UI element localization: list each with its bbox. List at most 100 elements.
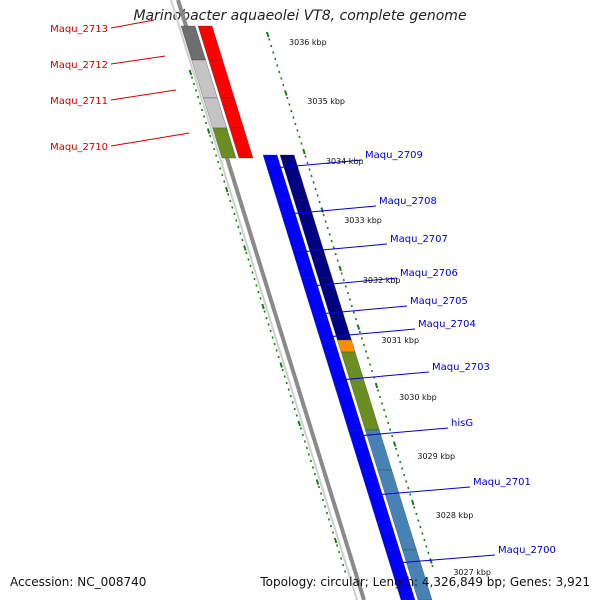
tick-mark bbox=[217, 160, 220, 164]
tick-mark bbox=[303, 440, 306, 443]
kbp-label: 3031 kbp bbox=[381, 336, 419, 345]
tick-mark bbox=[327, 518, 331, 521]
gene-label-reverse: Maqu_2710 bbox=[50, 142, 108, 153]
tick-mark bbox=[194, 89, 198, 92]
gene-features bbox=[180, 25, 433, 600]
tick-mark bbox=[297, 420, 302, 427]
tick-mark bbox=[383, 408, 386, 412]
tick-mark bbox=[405, 480, 408, 483]
gene-forward-inner bbox=[385, 549, 416, 600]
tick-mark bbox=[247, 258, 250, 261]
kbp-label: 3034 kbp bbox=[326, 157, 364, 166]
tick-mark bbox=[276, 64, 279, 67]
tick-mark bbox=[298, 135, 301, 139]
tick-mark bbox=[241, 238, 244, 242]
tick-mark bbox=[381, 402, 384, 405]
tick-mark bbox=[342, 563, 345, 567]
leader-line bbox=[300, 243, 388, 253]
tick-mark bbox=[338, 550, 341, 554]
tick-marks-inner bbox=[188, 69, 347, 573]
tick-mark bbox=[389, 428, 392, 431]
tick-mark bbox=[321, 498, 325, 502]
kbp-label: 3032 kbp bbox=[363, 276, 401, 285]
gene-label-forward: Maqu_2703 bbox=[432, 362, 490, 373]
tick-mark bbox=[255, 284, 258, 287]
tick-mark bbox=[324, 220, 327, 223]
tick-mark bbox=[385, 415, 388, 418]
tick-mark bbox=[399, 460, 402, 464]
leader-line bbox=[274, 159, 363, 169]
tick-mark bbox=[199, 102, 202, 105]
tick-mark bbox=[315, 479, 320, 485]
backbone-shadow bbox=[170, 0, 358, 600]
tick-mark bbox=[287, 388, 290, 391]
tick-mark bbox=[326, 226, 329, 230]
tick-mark bbox=[332, 246, 335, 249]
tick-mark bbox=[350, 304, 353, 308]
tick-mark bbox=[344, 570, 347, 573]
kbp-label: 3035 kbp bbox=[307, 97, 345, 106]
tick-mark bbox=[334, 252, 337, 256]
tick-mark bbox=[409, 493, 412, 496]
tick-mark bbox=[301, 433, 304, 437]
tick-mark bbox=[253, 277, 256, 281]
tick-mark bbox=[356, 324, 361, 330]
tick-mark bbox=[407, 486, 410, 490]
tick-mark bbox=[249, 264, 252, 268]
tick-mark bbox=[411, 499, 415, 506]
tick-mark bbox=[292, 116, 295, 119]
tick-mark bbox=[272, 51, 275, 54]
gene-reverse-outer bbox=[229, 127, 254, 159]
tick-mark bbox=[291, 401, 294, 404]
tick-mark bbox=[296, 129, 299, 132]
tick-mark bbox=[284, 90, 288, 96]
tick-mark bbox=[340, 272, 343, 275]
tick-mark bbox=[370, 369, 374, 373]
tick-mark bbox=[268, 38, 271, 41]
gene-label-forward: Maqu_2704 bbox=[418, 319, 476, 330]
tick-marks-outer bbox=[265, 31, 434, 568]
leader-line bbox=[110, 89, 176, 101]
tick-mark bbox=[320, 207, 324, 213]
tick-mark bbox=[374, 382, 379, 389]
tick-mark bbox=[288, 103, 291, 106]
tick-mark bbox=[314, 187, 317, 191]
tick-mark bbox=[245, 251, 248, 255]
tick-mark bbox=[328, 233, 331, 236]
kbp-label: 3029 kbp bbox=[417, 452, 455, 461]
tick-mark bbox=[205, 121, 208, 125]
tick-mark bbox=[368, 363, 372, 366]
tick-mark bbox=[275, 349, 278, 352]
gene-labels: Maqu_2713 Maqu_2712 Maqu_2711 Maqu_2710 Maqu… bbox=[50, 19, 556, 564]
tick-mark bbox=[271, 336, 274, 339]
tick-mark bbox=[304, 155, 307, 158]
gene-label-forward: Maqu_2706 bbox=[400, 268, 458, 279]
tick-mark bbox=[305, 446, 308, 450]
kbp-label: 3028 kbp bbox=[436, 511, 474, 520]
tick-mark bbox=[348, 298, 351, 301]
tick-mark bbox=[431, 564, 434, 568]
tick-mark bbox=[318, 200, 321, 204]
tick-mark bbox=[273, 342, 276, 346]
tick-mark bbox=[329, 524, 333, 528]
tick-mark bbox=[243, 245, 247, 251]
tick-mark bbox=[196, 95, 200, 99]
tick-mark bbox=[223, 180, 226, 183]
tick-mark bbox=[269, 329, 272, 333]
tick-mark bbox=[283, 375, 286, 378]
kbp-label: 3027 kbp bbox=[453, 568, 491, 577]
leader-line bbox=[357, 427, 449, 437]
tick-mark bbox=[261, 303, 265, 310]
tick-mark bbox=[225, 186, 229, 193]
tick-mark bbox=[299, 427, 302, 430]
tick-mark bbox=[346, 291, 349, 295]
tick-mark bbox=[425, 545, 428, 548]
tick-mark bbox=[342, 278, 345, 282]
leader-line bbox=[110, 19, 155, 29]
tick-mark bbox=[317, 485, 321, 489]
tick-mark bbox=[312, 181, 315, 184]
gene-label-forward: Maqu_2709 bbox=[365, 150, 423, 161]
tick-mark bbox=[333, 537, 338, 544]
tick-mark bbox=[257, 290, 260, 294]
